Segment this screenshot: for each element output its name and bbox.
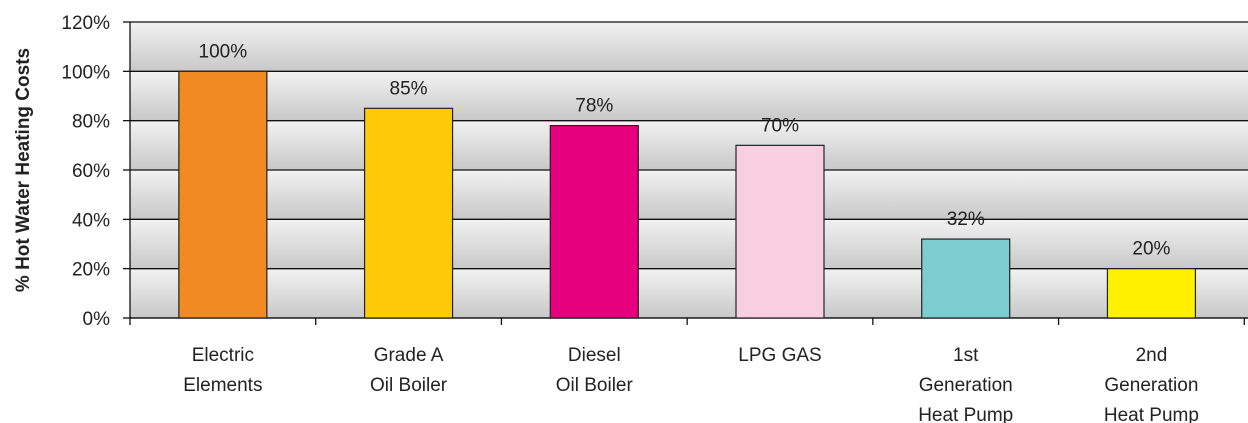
y-tick-label: 40% — [72, 210, 110, 231]
x-category-labels: Electric Elements Grade A Oil Boiler Diesel O… — [183, 345, 1199, 423]
category-label: Diesel — [568, 345, 621, 366]
category-label: 1st — [953, 345, 979, 366]
plot-band — [130, 170, 1248, 220]
bar-data-label: 85% — [390, 78, 428, 99]
category-label: 2nd — [1136, 345, 1168, 366]
category-label: Oil Boiler — [556, 375, 634, 396]
y-tick-label: 120% — [61, 13, 110, 34]
plot-band — [130, 71, 1248, 121]
bar — [1106, 268, 1197, 319]
category-label: Generation — [919, 375, 1013, 396]
bar-data-label: 100% — [199, 41, 248, 62]
category-label: Grade A — [374, 345, 444, 366]
y-tick-label: 20% — [72, 260, 110, 281]
bar-data-label: 20% — [1132, 239, 1170, 260]
bars — [178, 70, 1197, 319]
bar-data-label: 32% — [947, 209, 985, 230]
plot-band — [130, 120, 1248, 170]
category-label: Heat Pump — [918, 405, 1013, 423]
bar — [549, 124, 639, 319]
category-label: Oil Boiler — [370, 375, 448, 396]
category-label: LPG GAS — [738, 345, 821, 366]
y-axis-label: % Hot Water Heating Costs — [13, 48, 34, 292]
bar-data-label: 78% — [575, 96, 613, 117]
plot-band — [130, 268, 1248, 318]
y-tick-label: 0% — [83, 309, 111, 330]
category-label: Generation — [1104, 375, 1198, 396]
category-label: Electric — [192, 345, 254, 366]
y-tick-label: 80% — [72, 112, 110, 133]
plot-band — [130, 22, 1248, 72]
plot-background — [130, 22, 1248, 318]
bar — [178, 70, 268, 319]
bar — [921, 238, 1011, 319]
bar-data-label: 70% — [761, 115, 799, 136]
y-tick-labels: 0% 20% 40% 60% 80% 100% 120% — [61, 13, 110, 330]
category-label: Heat Pump — [1104, 405, 1199, 423]
bar — [735, 144, 825, 319]
plot-band — [130, 219, 1248, 269]
axes — [123, 21, 1248, 325]
y-tick-label: 100% — [61, 62, 110, 83]
bar — [363, 107, 454, 319]
y-tick-label: 60% — [72, 161, 110, 182]
category-label: Elements — [183, 375, 262, 396]
data-labels: 100% 85% 78% 70% 32% 20% — [199, 41, 1171, 259]
